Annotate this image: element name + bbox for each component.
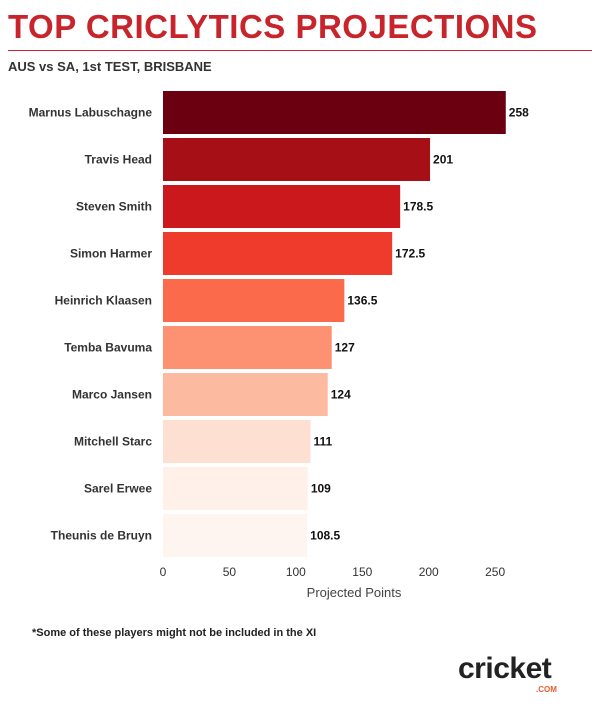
category-label: Marnus Labuschagne	[29, 106, 153, 120]
value-label: 178.5	[403, 200, 433, 214]
value-label: 201	[433, 153, 453, 167]
category-label: Simon Harmer	[70, 247, 152, 261]
category-label: Mitchell Starc	[74, 435, 152, 449]
bar	[163, 91, 506, 134]
x-tick-label: 0	[160, 565, 167, 579]
x-tick-label: 100	[286, 565, 306, 579]
bar	[163, 185, 401, 228]
chart-title: TOP CRICLYTICS PROJECTIONS	[8, 8, 538, 45]
category-label: Steven Smith	[76, 200, 152, 214]
footnote: *Some of these players might not be incl…	[32, 627, 317, 639]
x-tick-label: 200	[419, 565, 439, 579]
x-tick-label: 50	[223, 565, 237, 579]
category-label: Heinrich Klaasen	[55, 294, 152, 308]
value-label: 124	[331, 388, 351, 402]
value-label: 136.5	[347, 294, 377, 308]
category-label: Marco Jansen	[72, 388, 152, 402]
bar	[163, 232, 393, 275]
bar	[163, 420, 311, 463]
bar	[163, 138, 431, 181]
chart-subtitle: AUS vs SA, 1st TEST, BRISBANE	[8, 59, 212, 74]
logo-domain: .COM	[536, 685, 557, 694]
category-label: Theunis de Bruyn	[51, 529, 152, 543]
category-label: Travis Head	[85, 153, 152, 167]
bar	[163, 514, 308, 557]
cricket-com-logo: cricket .COM	[458, 652, 578, 696]
x-tick-label: 150	[352, 565, 372, 579]
bar	[163, 467, 308, 510]
value-label: 109	[311, 482, 331, 496]
value-label: 258	[509, 106, 529, 120]
category-label: Sarel Erwee	[84, 482, 152, 496]
title-divider	[8, 50, 592, 51]
bar-chart: Marnus Labuschagne 258 Travis Head 201 Steve…	[29, 91, 529, 600]
logo-wordmark: cricket	[458, 652, 552, 685]
value-label: 111	[313, 435, 332, 449]
x-axis-title: Projected Points	[307, 585, 402, 600]
value-label: 127	[335, 341, 355, 355]
bar	[163, 373, 328, 416]
bar	[163, 326, 332, 369]
value-label: 108.5	[310, 529, 340, 543]
value-label: 172.5	[395, 247, 425, 261]
x-tick-label: 250	[485, 565, 505, 579]
bar	[163, 279, 345, 322]
category-label: Temba Bavuma	[64, 341, 152, 355]
